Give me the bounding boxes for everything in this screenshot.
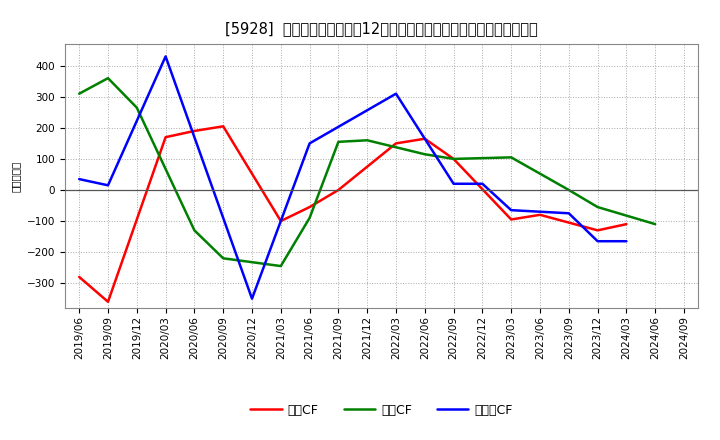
フリーCF bbox=[622, 238, 631, 244]
営業CF bbox=[190, 128, 199, 134]
Line: フリーCF: フリーCF bbox=[79, 56, 626, 299]
営業CF bbox=[276, 218, 285, 224]
営業CF bbox=[334, 187, 343, 193]
投賄CF bbox=[276, 264, 285, 269]
営業CF bbox=[161, 135, 170, 140]
営業CF bbox=[75, 274, 84, 279]
投賄CF bbox=[104, 76, 112, 81]
投賄CF bbox=[75, 91, 84, 96]
投賄CF bbox=[305, 215, 314, 220]
営業CF bbox=[420, 136, 429, 141]
フリーCF bbox=[392, 91, 400, 96]
フリーCF bbox=[161, 54, 170, 59]
営業CF bbox=[449, 156, 458, 161]
Line: 営業CF: 営業CF bbox=[79, 126, 626, 302]
投賄CF bbox=[132, 105, 141, 110]
Y-axis label: （百万円）: （百万円） bbox=[11, 160, 21, 192]
投賄CF bbox=[334, 139, 343, 144]
投賄CF bbox=[593, 205, 602, 210]
投賄CF bbox=[420, 152, 429, 157]
投賄CF bbox=[507, 155, 516, 160]
フリーCF bbox=[305, 141, 314, 146]
Legend: 営業CF, 投賄CF, フリーCF: 営業CF, 投賄CF, フリーCF bbox=[246, 399, 518, 422]
投賄CF bbox=[190, 228, 199, 233]
Line: 投賄CF: 投賄CF bbox=[79, 78, 655, 266]
営業CF bbox=[219, 124, 228, 129]
フリーCF bbox=[564, 211, 573, 216]
投賄CF bbox=[449, 156, 458, 161]
Title: [5928]  キャッシュフローの12か月移動合計の対前年同期増減額の推移: [5928] キャッシュフローの12か月移動合計の対前年同期増減額の推移 bbox=[225, 21, 538, 36]
フリーCF bbox=[478, 181, 487, 187]
投賄CF bbox=[651, 221, 660, 227]
投賄CF bbox=[219, 256, 228, 261]
投賄CF bbox=[363, 138, 372, 143]
フリーCF bbox=[104, 183, 112, 188]
営業CF bbox=[622, 221, 631, 227]
営業CF bbox=[104, 299, 112, 304]
投賄CF bbox=[564, 187, 573, 193]
営業CF bbox=[305, 205, 314, 210]
フリーCF bbox=[75, 176, 84, 182]
フリーCF bbox=[449, 181, 458, 187]
フリーCF bbox=[593, 238, 602, 244]
営業CF bbox=[536, 212, 544, 217]
営業CF bbox=[593, 228, 602, 233]
営業CF bbox=[392, 141, 400, 146]
フリーCF bbox=[248, 296, 256, 301]
フリーCF bbox=[507, 208, 516, 213]
営業CF bbox=[507, 217, 516, 222]
